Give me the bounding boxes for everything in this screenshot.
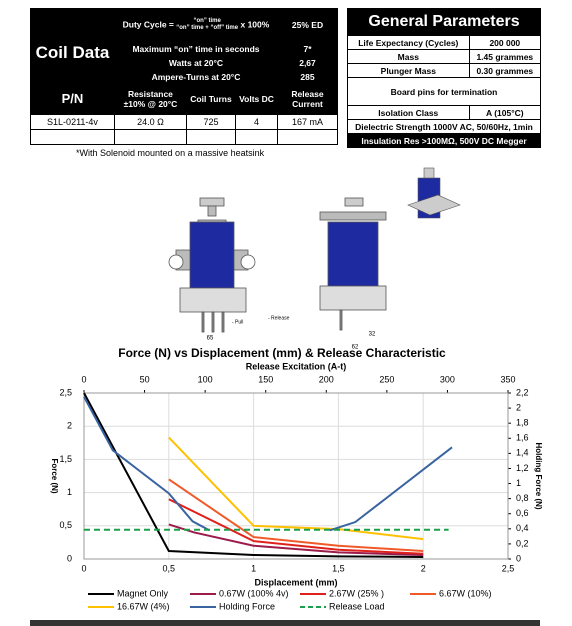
legend-label: 2.67W (25% ) — [329, 588, 384, 598]
header: Coil Turns — [190, 93, 232, 104]
x-tick-label: 2 — [421, 563, 426, 573]
y2-axis-label: Holding Force (N) — [534, 442, 543, 509]
y2-tick-label: 1,6 — [516, 433, 529, 443]
x2-tick-label: 350 — [500, 374, 515, 384]
legend-label: 0.67W (100% 4v) — [219, 588, 289, 598]
x-axis-label: Displacement (mm) — [254, 577, 337, 587]
x2-tick-label: 200 — [319, 374, 334, 384]
header: P/N — [61, 91, 84, 107]
duty-label: Duty Cycle = — [122, 19, 174, 30]
params-title: General Parameters — [347, 8, 541, 36]
series-line — [168, 498, 424, 555]
x-tick-label: 2,5 — [502, 563, 515, 573]
legend-label: 16.67W (4%) — [117, 601, 170, 611]
series-line — [168, 478, 424, 553]
x2-tick-label: 300 — [440, 374, 455, 384]
y2-tick-label: 1,2 — [516, 463, 529, 473]
duty-multiplier: x 100% — [240, 19, 270, 30]
x-tick-label: 0 — [81, 563, 86, 573]
row-value: 7* — [303, 44, 312, 54]
dim-label: 65 — [207, 336, 214, 342]
header: Resistance ±10% @ 20°C — [123, 88, 178, 109]
legend-label: Magnet Only — [117, 588, 169, 598]
series-line — [83, 392, 424, 559]
part-cell: 24.0 Ω — [113, 113, 187, 130]
general-parameters-table: General Parameters Life Expectancy (Cycl… — [347, 8, 542, 148]
y2-tick-label: 2,2 — [516, 387, 529, 397]
row-label: Maximum “on” time in seconds — [132, 44, 260, 54]
front-view — [168, 197, 256, 333]
x2-tick-label: 100 — [198, 374, 213, 384]
y2-tick-label: 2 — [516, 402, 521, 412]
x2-axis-label: Release Excitation (A-t) — [246, 361, 347, 371]
series-line — [168, 436, 424, 541]
header: Volts DC — [239, 93, 274, 104]
dim-label: - Release — [268, 315, 290, 321]
x2-tick-label: 0 — [81, 374, 86, 384]
y-tick-label: 2 — [67, 421, 72, 431]
y2-tick-label: 0,2 — [516, 538, 529, 548]
x-tick-label: 1 — [251, 563, 256, 573]
dim-label: 62 — [352, 345, 359, 351]
x-tick-label: 1,5 — [332, 563, 345, 573]
y2-tick-label: 0,4 — [516, 523, 529, 533]
duty-value: 25% ED — [291, 20, 324, 30]
side-view — [319, 197, 387, 331]
y-tick-label: 2,5 — [59, 387, 72, 397]
part-cell: S1L-0211-4v — [30, 113, 115, 130]
y2-tick-label: 0 — [516, 553, 521, 563]
x2-tick-label: 250 — [379, 374, 394, 384]
dim-label: - Pull — [232, 319, 243, 325]
footer-bar — [30, 620, 540, 626]
legend-label: 6.67W (10%) — [439, 588, 492, 598]
series-line — [83, 396, 453, 532]
chart-title: Force (N) vs Displacement (mm) & Release… — [118, 346, 446, 360]
x-tick-label: 0,5 — [163, 563, 176, 573]
part-cell: 167 mA — [277, 113, 338, 130]
y-axis-label: Force (N) — [50, 458, 59, 493]
legend-label: Holding Force — [219, 601, 275, 611]
y-tick-label: 1,5 — [59, 454, 72, 464]
x2-tick-label: 150 — [258, 374, 273, 384]
row-value: 285 — [300, 72, 315, 82]
y-tick-label: 0 — [67, 553, 72, 563]
iso-view — [407, 167, 461, 219]
y-tick-label: 0,5 — [59, 520, 72, 530]
y2-tick-label: 1,8 — [516, 418, 529, 428]
dim-label: 32 — [369, 332, 376, 338]
row-label: Watts at 20°C — [168, 58, 224, 68]
row-value: 2,67 — [299, 58, 316, 68]
plot-frame — [83, 392, 509, 560]
note: *With Solenoid mounted on a massive heat… — [76, 148, 265, 158]
y2-tick-label: 1 — [516, 478, 521, 488]
y2-tick-label: 0,6 — [516, 508, 529, 518]
row-label: Ampere-Turns at 20°C — [151, 72, 241, 82]
x2-tick-label: 50 — [140, 374, 150, 384]
y2-tick-label: 0,8 — [516, 493, 529, 503]
y2-tick-label: 1,4 — [516, 448, 529, 458]
header: Release Current — [291, 88, 324, 109]
legend-label: Release Load — [329, 601, 385, 611]
coil-title: Coil Data — [35, 43, 110, 62]
duty-denominator: “on” time + “off” time — [176, 25, 239, 31]
duty-numerator: “on” time — [193, 18, 221, 24]
insulation: Insulation Res >100MΩ, 500V DC Megger — [347, 133, 541, 148]
y-tick-label: 1 — [67, 487, 72, 497]
coil-data-table: Duty Cycle = “on” time “on” time + “off” … — [30, 8, 338, 145]
